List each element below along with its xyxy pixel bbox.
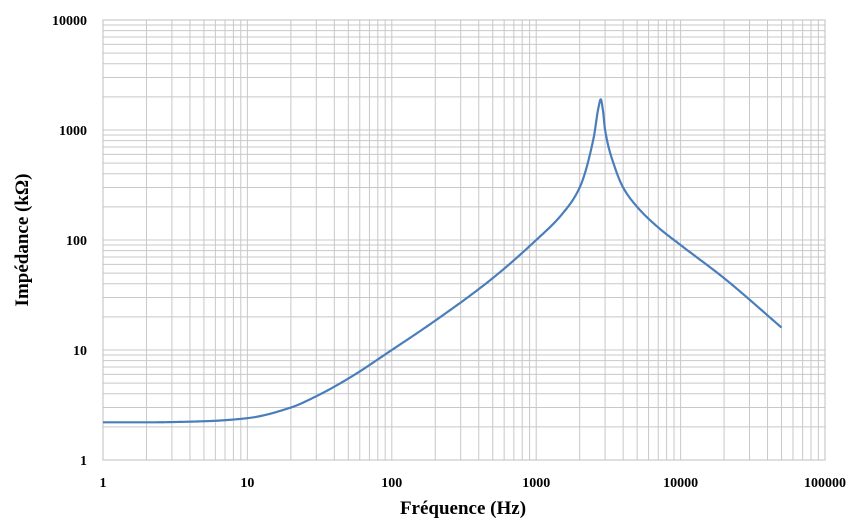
x-axis-title: Fréquence (Hz) — [400, 498, 526, 519]
plot-grid — [102, 19, 826, 461]
x-tick-label: 10000 — [663, 476, 698, 491]
x-tick-label: 10 — [240, 476, 254, 491]
series-line — [103, 98, 783, 424]
y-axis-ticks: 1 10 100 1000 10000 — [52, 14, 87, 469]
x-tick-label: 1000 — [522, 476, 550, 491]
y-tick-label: 1000 — [59, 124, 87, 139]
x-axis-ticks: 1 10 100 1000 10000 100000 — [100, 476, 847, 491]
y-tick-label: 100 — [66, 234, 87, 249]
plot-border — [102, 19, 826, 461]
y-tick-label: 10 — [73, 344, 87, 359]
x-tick-label: 100 — [381, 476, 402, 491]
x-tick-label: 1 — [100, 476, 107, 491]
y-tick-label: 10000 — [52, 14, 87, 29]
y-axis-title: Impédance (kΩ) — [12, 174, 33, 307]
y-tick-label: 1 — [80, 454, 87, 469]
x-tick-label: 100000 — [804, 476, 846, 491]
